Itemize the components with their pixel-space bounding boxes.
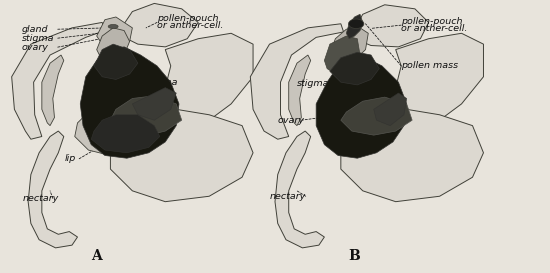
Text: ovary: ovary	[146, 112, 173, 121]
Polygon shape	[80, 47, 179, 158]
Polygon shape	[352, 5, 428, 47]
Text: pollen-pouch: pollen-pouch	[157, 14, 218, 23]
Polygon shape	[374, 93, 406, 126]
Text: ovary: ovary	[278, 116, 305, 125]
Polygon shape	[111, 109, 253, 202]
Polygon shape	[133, 88, 176, 120]
Text: nectary: nectary	[23, 194, 59, 203]
Polygon shape	[250, 24, 344, 139]
Ellipse shape	[108, 25, 118, 29]
Text: gland: gland	[21, 25, 48, 34]
Polygon shape	[97, 28, 130, 63]
Polygon shape	[316, 58, 406, 158]
Polygon shape	[111, 96, 182, 136]
Text: or anther-cell.: or anther-cell.	[157, 21, 223, 30]
Ellipse shape	[349, 19, 364, 29]
Polygon shape	[166, 33, 253, 126]
Polygon shape	[97, 17, 133, 47]
Polygon shape	[289, 55, 311, 126]
Text: lip: lip	[65, 154, 76, 163]
Polygon shape	[75, 101, 144, 156]
Polygon shape	[275, 131, 324, 248]
Text: pollen-pouch: pollen-pouch	[401, 17, 463, 26]
Text: stigma: stigma	[146, 78, 179, 87]
Polygon shape	[94, 44, 138, 79]
Text: or anther-cell.: or anther-cell.	[401, 24, 468, 33]
Polygon shape	[346, 14, 363, 39]
Polygon shape	[91, 115, 160, 153]
Polygon shape	[341, 109, 483, 202]
Polygon shape	[28, 131, 78, 248]
Polygon shape	[42, 55, 64, 126]
Text: nectary: nectary	[270, 192, 306, 201]
Polygon shape	[395, 33, 483, 126]
Polygon shape	[330, 52, 380, 85]
Polygon shape	[341, 97, 412, 135]
Text: pollen mass: pollen mass	[401, 61, 458, 70]
Text: stigma: stigma	[21, 34, 54, 43]
Text: ovary: ovary	[21, 43, 48, 52]
Text: stigma: stigma	[297, 79, 329, 88]
Polygon shape	[12, 22, 105, 139]
Text: B: B	[349, 249, 360, 263]
Text: A: A	[91, 249, 102, 263]
Polygon shape	[324, 36, 360, 74]
Polygon shape	[122, 3, 198, 47]
Polygon shape	[330, 28, 369, 63]
